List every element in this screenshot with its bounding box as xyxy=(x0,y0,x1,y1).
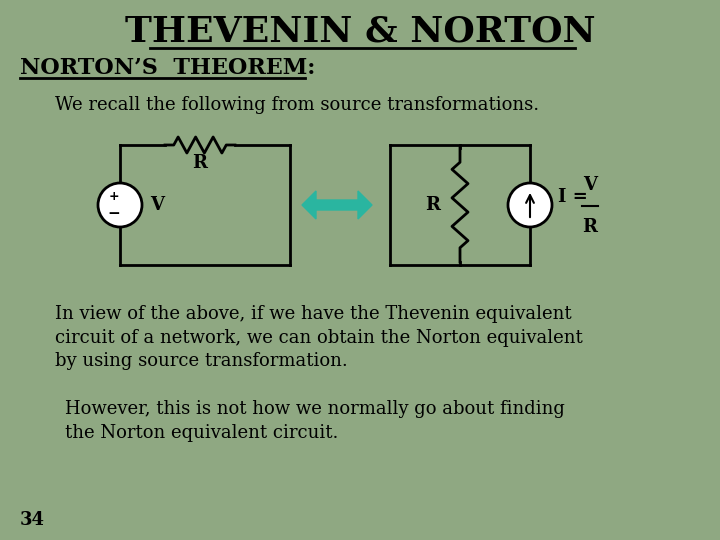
Polygon shape xyxy=(302,191,372,219)
Text: THEVENIN & NORTON: THEVENIN & NORTON xyxy=(125,15,595,49)
Text: R: R xyxy=(582,218,598,236)
Text: However, this is not how we normally go about finding
the Norton equivalent circ: However, this is not how we normally go … xyxy=(65,400,565,442)
Text: 34: 34 xyxy=(20,511,45,529)
Text: V: V xyxy=(583,176,597,194)
Text: We recall the following from source transformations.: We recall the following from source tran… xyxy=(55,96,539,114)
Text: R: R xyxy=(425,196,440,214)
Text: V: V xyxy=(150,196,164,214)
Text: In view of the above, if we have the Thevenin equivalent
circuit of a network, w: In view of the above, if we have the The… xyxy=(55,305,582,370)
Text: R: R xyxy=(192,154,207,172)
Circle shape xyxy=(98,183,142,227)
Text: +: + xyxy=(109,191,120,204)
Text: −: − xyxy=(107,206,120,221)
Circle shape xyxy=(508,183,552,227)
Text: NORTON’S  THEOREM:: NORTON’S THEOREM: xyxy=(20,57,315,79)
Text: I =: I = xyxy=(558,188,588,206)
